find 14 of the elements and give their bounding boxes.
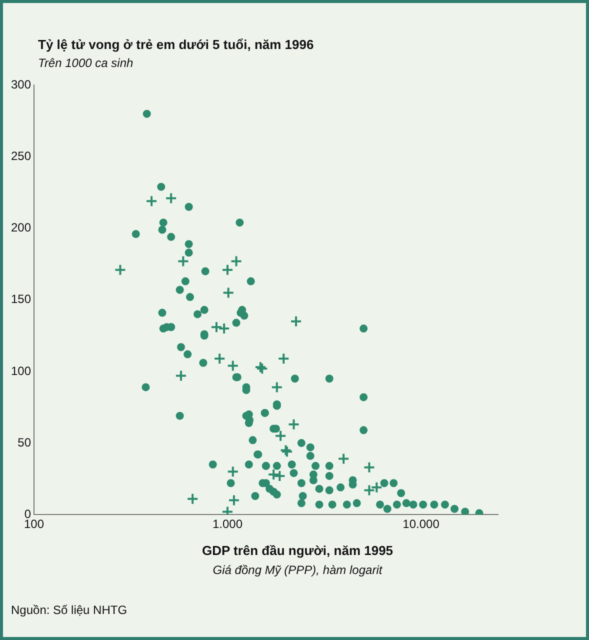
chart-title: Tỷ lệ tử vong ở trẻ em dưới 5 tuổi, năm 1996 [38,37,314,52]
y-tick-label: 200 [10,220,32,235]
chart-subtitle: Trên 1000 ca sinh [38,56,134,70]
x-axis-title: GDP trên đầu người, năm 1995 [200,543,394,558]
y-tick-label: 300 [10,78,32,92]
x-tick-label: 1.000 [212,517,243,532]
y-tick-label: 50 [18,435,32,450]
x-tick-label: 10.000 [402,517,440,532]
y-tick-label: 100 [10,364,32,378]
y-tick-label: 150 [10,292,32,306]
text: Nguồn: Số liệu NHTG [11,603,128,617]
y-tick-label: 0 [24,506,32,521]
y-tick-label: 250 [10,149,32,164]
text: Giá đồng Mỹ (PPP), hàm logarit [212,563,384,577]
